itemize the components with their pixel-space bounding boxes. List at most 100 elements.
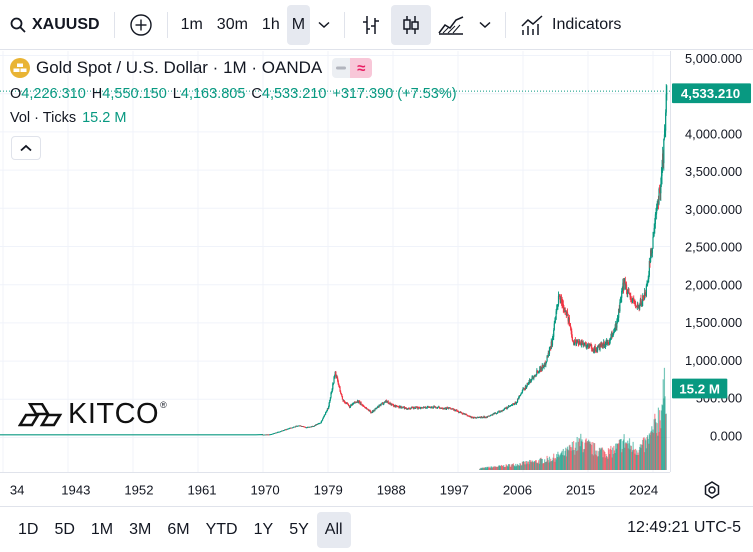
volume-bar bbox=[642, 439, 644, 470]
price-tick-label: 2,000.000 bbox=[685, 277, 742, 292]
chart-legend-title[interactable]: Gold Spot / U.S. Dollar · 1M · OANDA ≈ bbox=[10, 58, 373, 78]
volume-bar bbox=[551, 460, 554, 470]
volume-bar bbox=[594, 454, 596, 470]
interval-dropdown[interactable] bbox=[310, 5, 338, 45]
legend-pill[interactable]: ≈ bbox=[332, 58, 373, 78]
candle-body bbox=[520, 392, 522, 395]
range-1m[interactable]: 1M bbox=[90, 520, 114, 538]
candle-body bbox=[264, 434, 266, 436]
range-ytd[interactable]: YTD bbox=[205, 520, 238, 538]
candle-body bbox=[606, 341, 608, 345]
interval-30m[interactable]: 30m bbox=[216, 15, 248, 33]
candle-body bbox=[576, 341, 578, 343]
volume-bar bbox=[509, 466, 511, 470]
high-value: 4,550.150 bbox=[102, 86, 167, 102]
candle-body bbox=[386, 401, 389, 402]
range-6m[interactable]: 6M bbox=[167, 520, 190, 538]
volume-bar bbox=[577, 441, 579, 470]
volume-bar bbox=[622, 439, 625, 470]
candle-body bbox=[358, 401, 360, 403]
candle-body bbox=[405, 407, 407, 409]
candle-body bbox=[588, 344, 590, 348]
area-style-button[interactable] bbox=[431, 5, 471, 45]
bars-style-button[interactable] bbox=[351, 5, 391, 45]
candle-body bbox=[388, 402, 390, 404]
candle-body bbox=[516, 398, 519, 402]
candle-body bbox=[433, 406, 435, 408]
candle-body bbox=[378, 405, 380, 407]
candle-body bbox=[440, 407, 442, 409]
candle-body bbox=[465, 414, 467, 415]
candle-body bbox=[615, 323, 617, 328]
candle-body bbox=[401, 407, 403, 409]
volume-bar bbox=[525, 464, 527, 470]
candle-body bbox=[273, 433, 276, 434]
candle-body bbox=[435, 406, 437, 409]
candle-body bbox=[356, 401, 358, 403]
candle-body bbox=[457, 411, 459, 413]
candle-body bbox=[462, 413, 465, 415]
volume-bar bbox=[495, 466, 498, 470]
compare-symbol-button[interactable] bbox=[121, 5, 161, 45]
candle-body bbox=[542, 365, 544, 368]
candle-body bbox=[604, 344, 607, 347]
candle-body bbox=[628, 288, 630, 293]
candle-body bbox=[272, 433, 274, 435]
collapse-legend-button[interactable] bbox=[11, 136, 41, 160]
price-axis[interactable]: 5,000.0004,500.0004,000.0003,500.0003,00… bbox=[670, 51, 753, 472]
candle-body bbox=[403, 406, 406, 409]
volume-bar bbox=[656, 423, 658, 470]
volume-bar bbox=[634, 448, 637, 470]
indicators-button[interactable]: Indicators bbox=[512, 5, 629, 45]
candles-style-button[interactable] bbox=[391, 4, 432, 45]
volume-bar bbox=[494, 467, 496, 470]
candle-body bbox=[616, 320, 618, 328]
candle-body bbox=[417, 407, 419, 409]
candle-body bbox=[416, 406, 418, 408]
range-3m[interactable]: 3M bbox=[129, 520, 152, 538]
range-5y[interactable]: 5Y bbox=[289, 520, 309, 538]
time-axis[interactable]: 34 1943 1952 1961 1970 1979 1988 1997 2006 2015 20… bbox=[0, 472, 670, 506]
candle-body bbox=[307, 426, 309, 428]
chart-type-dropdown[interactable] bbox=[471, 5, 499, 45]
candle-body bbox=[630, 299, 632, 301]
candle-body bbox=[574, 340, 576, 343]
candle-body bbox=[390, 403, 392, 406]
candle-body bbox=[350, 404, 352, 406]
candle-body bbox=[636, 305, 638, 307]
volume-bar bbox=[656, 432, 658, 470]
candle-body bbox=[421, 407, 423, 409]
chart-settings-button[interactable] bbox=[702, 480, 722, 505]
volume-bar bbox=[615, 448, 617, 470]
symbol-search[interactable]: XAUUSD bbox=[0, 5, 108, 45]
candle-body bbox=[483, 416, 485, 418]
kitco-logo: KITCO ® bbox=[18, 398, 167, 431]
range-1y[interactable]: 1Y bbox=[253, 520, 274, 538]
volume-bar bbox=[537, 462, 539, 470]
candle-body bbox=[580, 341, 582, 346]
volume-bar bbox=[520, 465, 522, 470]
range-all[interactable]: All bbox=[316, 511, 351, 548]
volume-bar bbox=[595, 450, 597, 470]
volume-bar bbox=[542, 463, 544, 470]
candle-body bbox=[382, 403, 384, 405]
range-1d[interactable]: 1D bbox=[18, 520, 39, 538]
volume-bar bbox=[572, 450, 574, 470]
range-5d[interactable]: 5D bbox=[54, 520, 75, 538]
candle-body bbox=[583, 343, 585, 345]
interval-1m[interactable]: 1m bbox=[180, 15, 203, 33]
interval-monthly[interactable]: M bbox=[286, 4, 311, 45]
volume-legend[interactable]: Vol · Ticks 15.2 M bbox=[10, 110, 126, 126]
candle-body bbox=[619, 298, 622, 303]
timezone-clock[interactable]: 12:49:21 UTC-5 bbox=[627, 519, 741, 536]
price-tick-label: 4,000.000 bbox=[685, 126, 742, 141]
candle-body bbox=[654, 223, 656, 228]
volume-bar bbox=[626, 443, 628, 470]
volume-bar bbox=[536, 462, 538, 470]
price-chart[interactable] bbox=[0, 51, 670, 472]
interval-1h[interactable]: 1h bbox=[261, 15, 280, 33]
volume-bar bbox=[592, 441, 594, 470]
candle-body bbox=[287, 428, 289, 430]
candle-body bbox=[486, 416, 488, 418]
volume-value: 15.2 M bbox=[82, 110, 127, 126]
